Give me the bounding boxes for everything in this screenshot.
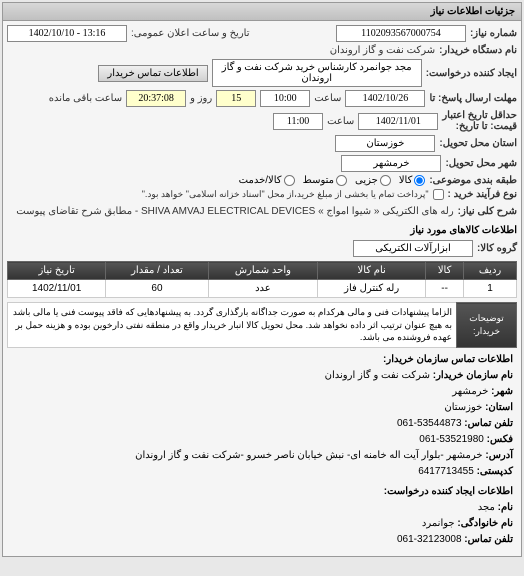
opt-1: جزیی (355, 175, 378, 186)
category-radio-med[interactable] (336, 175, 347, 186)
announce-date-label: تاریخ و ساعت اعلان عمومی: (131, 28, 250, 39)
group-value: ابزارآلات الکتریکی (353, 240, 473, 257)
contact-city-value: خرمشهر (452, 386, 488, 397)
validity-date-value: 1402/11/01 (358, 113, 438, 130)
contact-fax-label: فکس: (487, 434, 513, 445)
org-name-label: نام سازمان خریدار: (433, 370, 513, 381)
time-remain-value: 20:37:08 (126, 90, 186, 107)
creator-name-label: نام: (498, 502, 513, 513)
delivery-province-value: خوزستان (335, 135, 435, 152)
td-4: 60 (106, 280, 208, 298)
th-4: تعداد / مقدار (106, 262, 208, 280)
announce-date-value: 13:16 - 1402/10/10 (7, 25, 127, 42)
delivery-city-label: شهر محل تحویل: (445, 158, 517, 169)
group-label: گروه کالا: (477, 243, 517, 254)
process-note: "پرداخت تمام یا بخشی از مبلغ خرید،از محل… (142, 189, 429, 200)
th-1: کالا (426, 262, 464, 280)
org-name-value: شرکت نفت و گاز اروندان (325, 370, 430, 381)
keytag-value: رله های الکتریکی « شیوا امواج » SHIVA AM… (16, 206, 453, 217)
table-header-row: ردیف کالا نام کالا واحد شمارش تعداد / مق… (8, 262, 517, 280)
opt-2: متوسط (303, 175, 334, 186)
creator-name-value: مجد (478, 502, 495, 513)
contact-province-label: استان: (485, 402, 513, 413)
reply-deadline-label: مهلت ارسال پاسخ: تا (429, 93, 517, 104)
reply-date-value: 1402/10/26 (345, 90, 425, 107)
opt-0: کالا (399, 175, 413, 186)
contact-city-label: شهر: (491, 386, 513, 397)
contact-address-label: آدرس: (485, 450, 513, 461)
opt-3: کالا/خدمت (239, 175, 282, 186)
td-3: عدد (208, 280, 318, 298)
contact-zip-label: کدپستی: (477, 466, 513, 477)
category-radio-jozi[interactable] (380, 175, 391, 186)
contact-info-button[interactable]: اطلاعات تماس خریدار (98, 65, 207, 82)
remain-label: ساعت باقی مانده (49, 93, 122, 104)
items-table: ردیف کالا نام کالا واحد شمارش تعداد / مق… (7, 261, 517, 298)
contact-address-value: خرمشهر -بلوار آیت اله خامنه ای- نبش خیاب… (135, 450, 482, 461)
creator-phone-value: 32123008-061 (397, 534, 462, 545)
th-3: واحد شمارش (208, 262, 318, 280)
delivery-city-value: خرمشهر (341, 155, 441, 172)
device-name-value: شرکت نفت و گاز اروندان (330, 45, 435, 56)
contact-section: اطلاعات تماس سازمان خریدار: نام سازمان خ… (7, 348, 517, 552)
creator-phone-label: تلفن تماس: (464, 534, 513, 545)
creator-lastname-label: نام خانوادگی: (457, 518, 513, 529)
creator-lastname-value: جوانمرد (422, 518, 455, 529)
th-0: ردیف (464, 262, 517, 280)
contact-fax-value: 53521980-061 (419, 434, 484, 445)
days-remain-value: 15 (216, 90, 256, 107)
delivery-province-label: استان محل تحویل: (439, 138, 517, 149)
contact-phone-label: تلفن تماس: (464, 418, 513, 429)
category-radio-service[interactable] (284, 175, 295, 186)
contact-zip-value: 6417713455 (418, 466, 474, 477)
device-name-label: نام دستگاه خریدار: (439, 45, 517, 56)
creator-value: مجد جوانمرد کارشناس خرید شرکت نفت و گاز … (212, 59, 422, 87)
table-row: 1 -- رله کنترل فاز عدد 60 1402/11/01 (8, 280, 517, 298)
category-radio-kala[interactable] (414, 175, 425, 186)
req-number-value: 1102093567000754 (336, 25, 466, 42)
panel-content: شماره نیاز: 1102093567000754 تاریخ و ساع… (3, 21, 521, 556)
main-panel: جزئیات اطلاعات نیاز شماره نیاز: 11020935… (2, 2, 522, 557)
keytag-label: شرح کلی نیاز: (458, 206, 517, 217)
th-2: نام کالا (318, 262, 426, 280)
desc-table: توضیحات خریدار: الزاما پیشنهادات فنی و م… (7, 302, 517, 348)
creator-label: ایجاد کننده درخواست: (426, 68, 517, 79)
panel-header: جزئیات اطلاعات نیاز (3, 3, 521, 21)
td-5: 1402/11/01 (8, 280, 106, 298)
creator-section-header: اطلاعات ایجاد کننده درخواست: (11, 484, 513, 500)
time-label-2: ساعت (327, 116, 354, 127)
req-number-label: شماره نیاز: (470, 28, 517, 39)
td-1: -- (426, 280, 464, 298)
th-5: تاریخ نیاز (8, 262, 106, 280)
category-radio-group: کالا جزیی متوسط کالا/خدمت (239, 175, 426, 186)
contact-province-value: خوزستان (444, 402, 482, 413)
td-2: رله کنترل فاز (318, 280, 426, 298)
desc-label: توضیحات خریدار: (457, 303, 517, 348)
time-label-1: ساعت (314, 93, 341, 104)
items-header: اطلاعات کالاهای مورد نیاز (7, 225, 517, 236)
days-label: روز و (190, 93, 212, 104)
process-checkbox[interactable] (433, 189, 444, 200)
desc-text: الزاما پیشنهادات فنی و مالی هرکدام به صو… (8, 303, 457, 348)
reply-time-value: 10:00 (260, 90, 310, 107)
validity-time-value: 11:00 (273, 113, 323, 130)
contact-phone-value: 53544873-061 (397, 418, 462, 429)
contact-header: اطلاعات تماس سازمان خریدار: (11, 352, 513, 368)
validity-label: حداقل تاریخ اعتبار قیمت: تا تاریخ: (442, 110, 517, 132)
process-label: نوع فرآیند خرید : (448, 189, 517, 200)
category-label: طبقه بندی موضوعی: (429, 175, 517, 186)
td-0: 1 (464, 280, 517, 298)
